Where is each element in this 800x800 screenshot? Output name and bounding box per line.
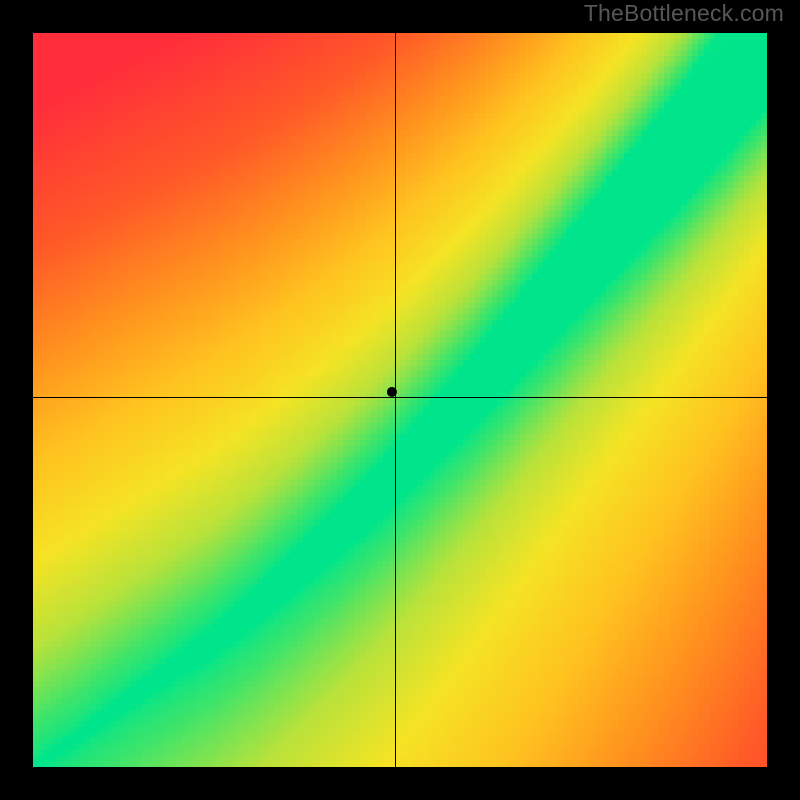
source-watermark: TheBottleneck.com	[584, 0, 784, 27]
chart-container: TheBottleneck.com	[0, 0, 800, 800]
heatmap-plot	[33, 33, 767, 767]
heatmap-canvas	[33, 33, 767, 767]
